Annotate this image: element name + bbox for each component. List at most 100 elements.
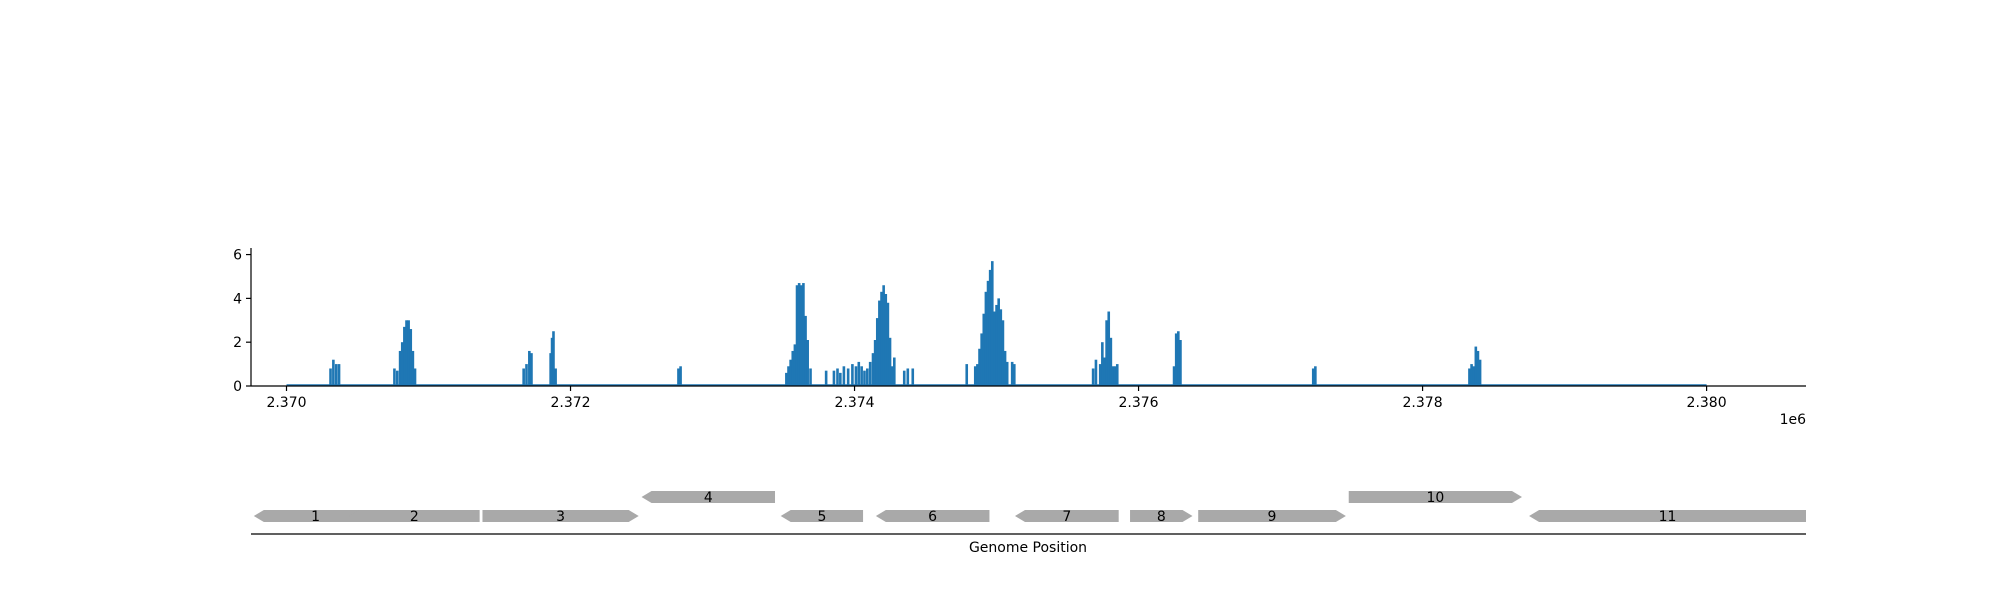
coverage-bar [785,372,788,386]
gene-track-xlabel: Genome Position [969,540,1087,556]
x-tick-label: 2.370 [266,395,306,411]
coverage-bar [791,350,795,386]
gene-arrow [1348,491,1522,503]
coverage-bar [1174,333,1178,386]
coverage-bar [873,340,877,386]
coverage-bar [997,298,1000,386]
gene-arrow [348,510,480,522]
coverage-bar [976,364,979,386]
coverage-bar [1172,366,1176,386]
coverage-bar [1478,359,1482,386]
coverage-bar [882,285,885,386]
coverage-bar [1094,359,1098,386]
coverage-bar [824,370,828,386]
coverage-bar [1107,311,1111,386]
coverage-bar [395,370,399,386]
gene-arrows: 1 2 3 4 5 6 7 8 9 10 11 [253,490,1806,525]
coverage-bar [993,311,996,386]
coverage-bar [990,261,994,386]
coverage-bar [871,353,875,386]
coverage-bar [1103,357,1106,386]
coverage-bar [409,329,413,386]
coverage-bar [1101,342,1104,386]
coverage-bar [1098,364,1102,386]
coverage-bar [806,340,809,386]
coverage-bar [1470,364,1473,386]
x-tick-label: 2.378 [1403,395,1443,411]
coverage-bar [799,285,803,386]
x-offset-label: 1e6 [1780,412,1807,428]
coverage-bar [1115,364,1119,386]
coverage-bar [878,300,881,386]
coverage-bar [679,366,682,386]
coverage-bar [854,366,858,386]
coverage-bar [1010,361,1014,386]
y-tick-label: 4 [233,291,242,307]
coverage-bar [1177,331,1180,386]
y-tick-label: 0 [233,379,242,395]
gene-label: 7 [1062,509,1071,525]
coverage-panel: 0 2 4 6 2.370 2.372 2.374 2.376 2.378 2.380 1e6 [233,248,1806,428]
coverage-bar [875,318,879,386]
gene-arrow [1198,510,1346,522]
coverage-bar [880,291,883,386]
coverage-bar [549,353,552,386]
gene-arrow [780,510,864,522]
coverage-bar [789,359,792,386]
coverage-bar [906,368,910,386]
coverage-bar [398,350,402,386]
coverage-bar [337,364,341,386]
coverage-bar [804,315,807,386]
coverage-bars [329,261,1482,386]
coverage-bar [795,285,799,386]
coverage-bar [978,348,981,386]
coverage-bar [863,370,866,386]
coverage-bar [393,368,396,386]
coverage-bar [890,366,894,386]
coverage-bar [982,313,986,386]
coverage-bar [1001,320,1005,386]
coverage-bar [832,370,836,386]
coverage-bar [888,337,892,386]
coverage-bar [522,368,525,386]
coverage-bar [403,326,406,386]
gene-arrow [482,510,639,522]
coverage-bar [1468,368,1471,386]
gene-label: 1 [311,509,320,525]
coverage-bar [400,342,404,386]
gene-arrow [1015,510,1119,522]
coverage-bar [405,320,408,386]
gene-annotation-track: 1 2 3 4 5 6 7 8 9 10 11 Genome Position [251,490,1806,556]
coverage-bar [677,368,680,386]
coverage-bar [407,320,410,386]
coverage-bar [836,368,839,386]
gene-label: 5 [817,509,826,525]
gene-arrow [253,510,378,522]
coverage-bar [1476,350,1480,386]
gene-label: 11 [1659,509,1677,525]
x-tick-label: 2.374 [834,395,874,411]
gene-label: 8 [1157,509,1166,525]
coverage-bar [984,291,988,386]
coverage-bar [1091,368,1095,386]
gene-arrow [1529,510,1806,522]
coverage-bar [528,350,531,386]
coverage-bar [550,337,554,386]
coverage-bar [413,368,417,386]
coverage-bar [988,269,992,386]
coverage-bar [868,361,872,386]
coverage-bar [525,364,528,386]
coverage-bar [554,368,557,386]
coverage-bar [1474,346,1478,386]
coverage-bar [846,368,850,386]
coverage-bar [860,366,863,386]
gene-arrow [875,510,990,522]
gene-label: 9 [1268,509,1277,525]
coverage-bar [1105,320,1108,386]
coverage-bar [911,368,915,386]
coverage-bar [842,366,846,386]
gene-arrow [1130,510,1193,522]
y-tick-label: 2 [233,335,242,351]
gene-label: 6 [928,509,937,525]
